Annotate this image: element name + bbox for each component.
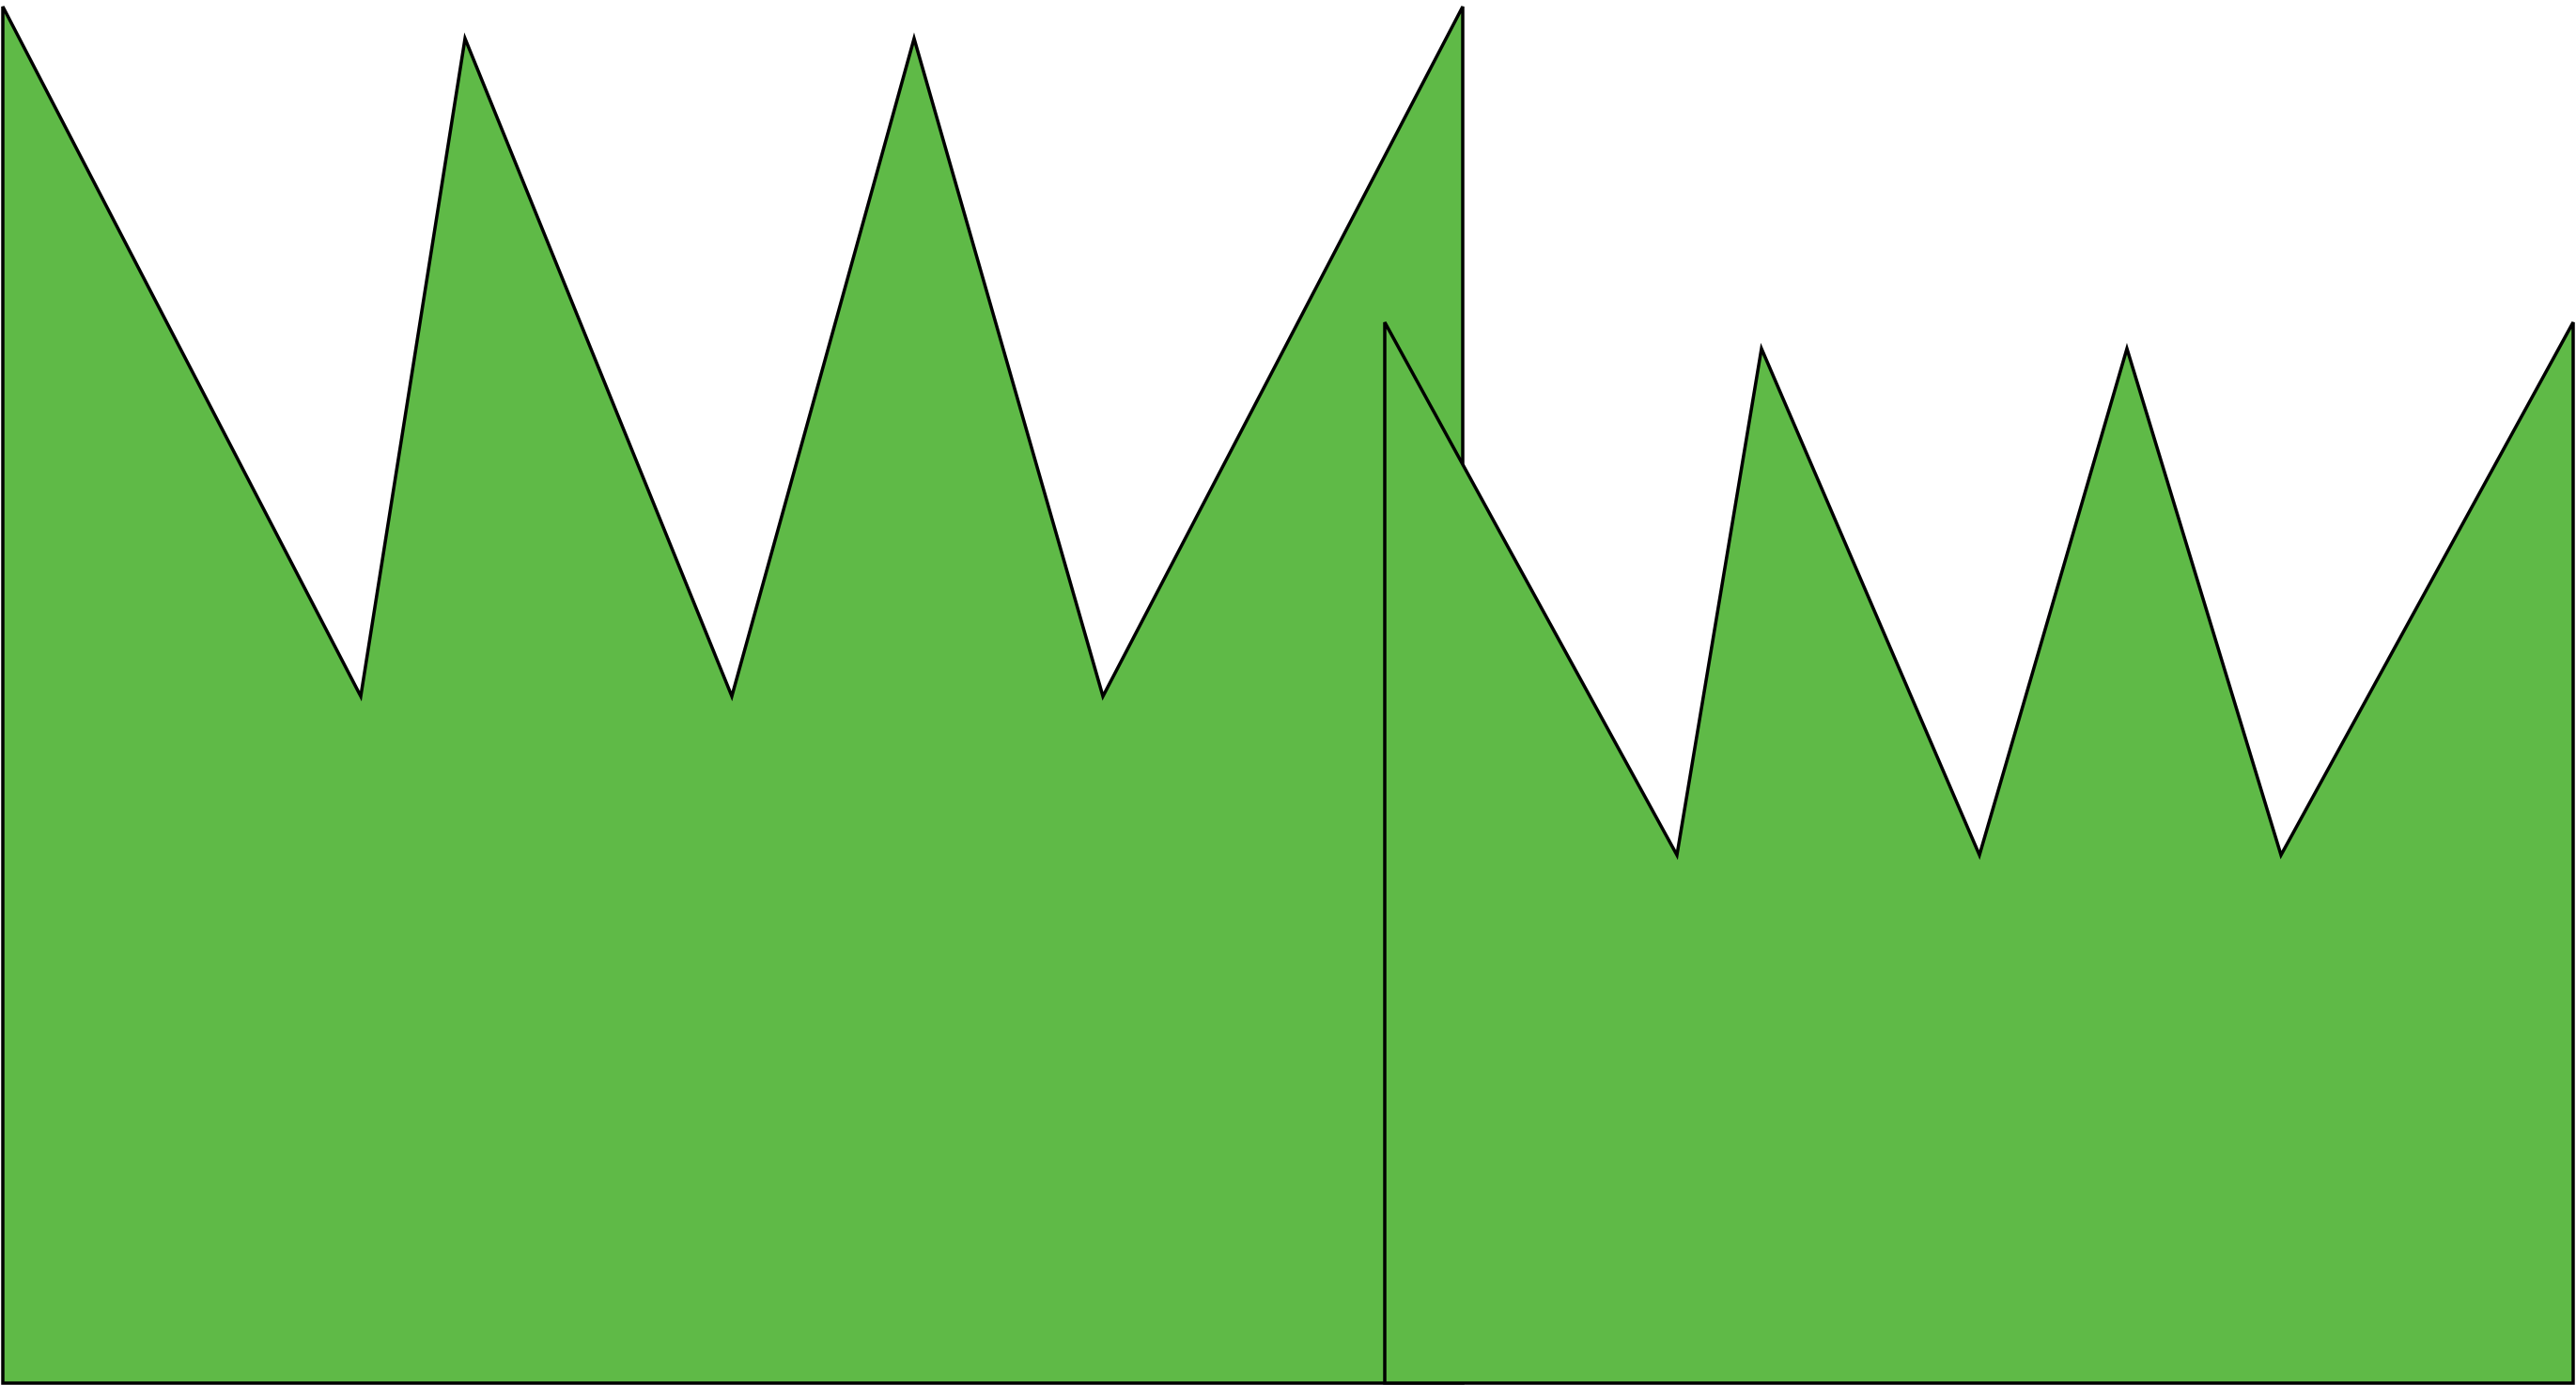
grass-right: [1383, 321, 2575, 1385]
grass-left: [1, 6, 1465, 1385]
